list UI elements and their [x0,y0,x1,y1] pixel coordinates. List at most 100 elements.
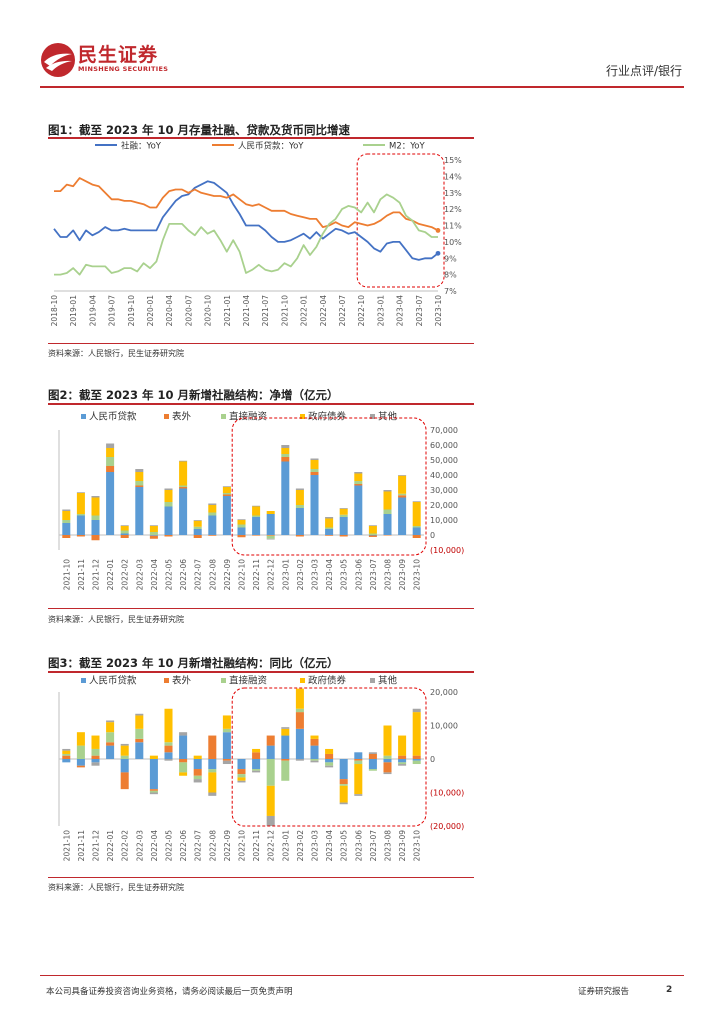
bar-segment-0 [179,735,188,759]
bar-segment-0 [106,472,115,535]
x-tick-label: 2022-07 [194,559,203,591]
x-tick-label: 2022-02 [121,559,130,591]
bar-segment-0 [412,759,421,761]
bar-segment-3 [266,511,275,514]
bar-segment-1 [398,495,407,498]
bar-segment-4 [193,779,202,783]
legend-swatch-2 [221,678,226,683]
bar-segment-2 [164,502,173,507]
bar-segment-1 [91,755,100,759]
bar-segment-0 [339,759,348,780]
bar-segment-0 [106,745,115,759]
legend-swatch-4 [370,414,375,419]
header-divider [40,86,684,88]
series-line-2 [54,193,438,276]
figure-1-source-rule [48,343,474,344]
bar-segment-2 [325,762,334,766]
bar-segment-3 [412,712,421,756]
bar-segment-0 [295,728,304,759]
bar-segment-0 [295,508,304,535]
legend-label-4: 其他 [378,411,398,423]
bar-segment-2 [179,762,188,773]
bar-segment-1 [222,759,231,761]
x-tick-label: 2023-01 [281,559,290,591]
bar-segment-3 [193,755,202,759]
report-category: 行业点评/银行 [605,64,682,78]
bar-segment-0 [383,759,392,763]
bar-segment-4 [252,770,261,773]
bar-segment-2 [193,775,202,780]
x-tick-label: 2022-04 [150,559,159,591]
bar-segment-4 [193,520,202,521]
bar-segment-0 [76,759,85,766]
bar-segment-2 [281,454,290,457]
bar-segment-1 [222,494,231,496]
bar-segment-4 [412,708,421,713]
y-tick-label: 12% [444,205,462,214]
bar-segment-0 [208,515,217,535]
bar-segment-4 [266,538,275,540]
bar-segment-2 [354,481,363,484]
bar-segment-3 [62,750,71,754]
bar-segment-0 [325,529,334,535]
legend-label-4: 其他 [378,675,398,687]
bar-segment-1 [412,535,421,538]
bar-segment-4 [237,519,246,520]
bar-segment-2 [354,760,363,765]
figure-3-title: 图3：截至 2023 年 10 月新增社融结构：同比（亿元） [48,656,339,670]
bar-segment-1 [368,535,377,537]
y-tick-label: 13% [444,189,462,198]
y-tick-label: 30,000 [430,486,458,495]
footer-divider [40,975,684,976]
x-tick-label: 2019-07 [108,295,117,327]
bar-segment-0 [354,485,363,535]
bar-segment-4 [383,772,392,775]
bar-segment-0 [281,735,290,759]
bar-segment-2 [149,532,158,535]
bar-segment-4 [208,792,217,796]
bar-segment-2 [383,509,392,514]
footer-disclaimer: 本公司具备证券投资咨询业务资格，请务必阅读最后一页免责声明 [46,987,293,997]
bar-segment-2 [368,533,377,535]
bar-segment-0 [310,745,319,759]
y-tick-label: 15% [444,156,462,165]
bar-segment-4 [398,764,407,766]
x-tick-label: 2021-07 [261,295,270,327]
bar-segment-1 [383,762,392,773]
bar-segment-2 [208,512,217,516]
x-tick-label: 2022-01 [300,295,309,327]
bar-segment-3 [76,732,85,746]
bar-segment-4 [281,445,290,448]
bar-segment-4 [164,488,173,490]
bar-segment-3 [339,508,348,515]
bar-segment-1 [164,535,173,537]
page-number: 2 [666,985,673,995]
bar-segment-0 [120,533,129,535]
x-tick-label: 2023-09 [398,830,407,862]
bar-segment-1 [135,485,144,487]
y-tick-label: (20,000) [430,822,464,831]
x-tick-label: 2023-09 [398,559,407,591]
bar-segment-2 [281,760,290,781]
bar-segment-4 [354,472,363,474]
bar-segment-3 [149,526,158,532]
bar-segment-1 [91,535,100,541]
bar-segment-3 [237,777,246,781]
bar-segment-1 [339,535,348,537]
bar-segment-0 [164,752,173,759]
figure-2-bar-chart: 人民币贷款 表外 直接融资 政府债券 其他 (10,000) 0 10,000 20,000 30… [58,411,464,591]
bar-segment-1 [62,755,71,759]
bar-segment-3 [135,715,144,729]
x-tick-label: 2022-12 [267,830,276,862]
bar-segment-3 [135,472,144,481]
bar-segment-1 [354,759,363,761]
x-tick-label: 2021-11 [77,830,86,862]
x-tick-label: 2022-06 [179,559,188,591]
bar-segment-3 [252,506,261,516]
x-tick-label: 2023-07 [369,830,378,862]
bar-segment-2 [339,514,348,517]
bar-segment-0 [266,745,275,759]
bar-segment-1 [325,535,334,536]
bar-segment-4 [339,802,348,805]
bar-segment-4 [91,762,100,766]
